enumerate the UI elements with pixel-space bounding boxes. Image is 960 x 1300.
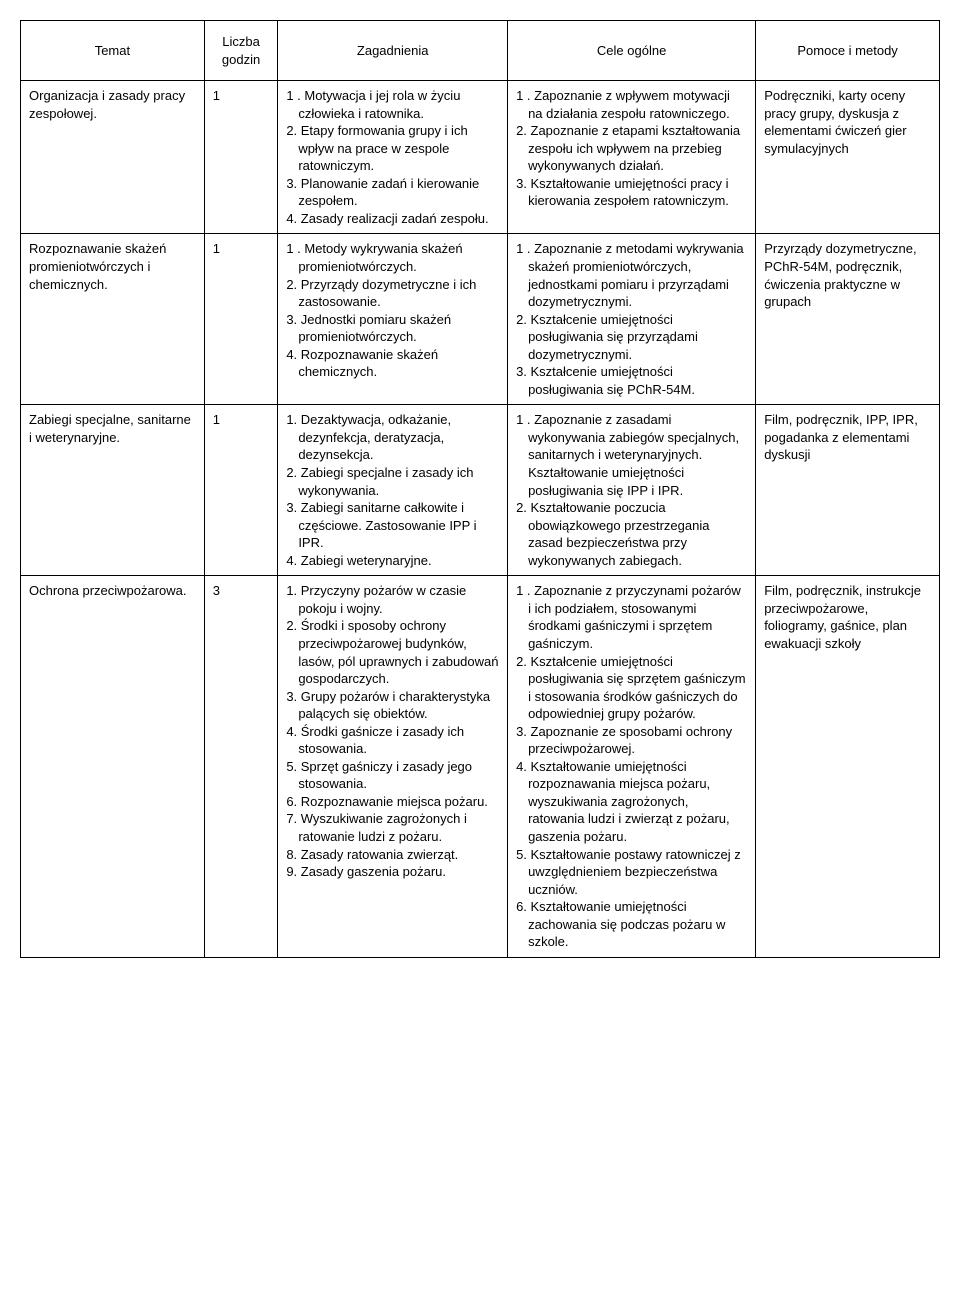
list-item: 3. Zabiegi sanitarne całkowite i częścio… xyxy=(286,499,499,552)
cell-liczba: 1 xyxy=(204,405,278,576)
table-row: Ochrona przeciwpożarowa.31. Przyczyny po… xyxy=(21,576,940,957)
cell-cele: 1 . Zapoznanie z wpływem motywacji na dz… xyxy=(508,81,756,234)
header-row: Temat Liczba godzin Zagadnienia Cele ogó… xyxy=(21,21,940,81)
list-item: 2. Środki i sposoby ochrony przeciwpożar… xyxy=(286,617,499,687)
cell-temat: Rozpoznawanie skażeń promieniotwórczych … xyxy=(21,234,205,405)
list-item: 1 . Metody wykrywania skażeń promieniotw… xyxy=(286,240,499,275)
cell-zagadnienia: 1 . Metody wykrywania skażeń promieniotw… xyxy=(278,234,508,405)
table-body: Organizacja i zasady pracy zespołowej.11… xyxy=(21,81,940,958)
table-row: Organizacja i zasady pracy zespołowej.11… xyxy=(21,81,940,234)
list-item: 2. Przyrządy dozymetryczne i ich zastoso… xyxy=(286,276,499,311)
list-item: 1. Przyczyny pożarów w czasie pokoju i w… xyxy=(286,582,499,617)
list-item: 2. Kształtowanie poczucia obowiązkowego … xyxy=(516,499,747,569)
cell-pomoce: Przyrządy dozymetryczne, PChR-54M, podrę… xyxy=(756,234,940,405)
list-item: 3. Grupy pożarów i charakterystyka paląc… xyxy=(286,688,499,723)
list-item: 2. Kształcenie umiejętności posługiwania… xyxy=(516,653,747,723)
list-item: 5. Kształtowanie postawy ratowniczej z u… xyxy=(516,846,747,899)
list-item: 1 . Motywacja i jej rola w życiu człowie… xyxy=(286,87,499,122)
table-row: Rozpoznawanie skażeń promieniotwórczych … xyxy=(21,234,940,405)
list-item: 8. Zasady ratowania zwierząt. xyxy=(286,846,499,864)
header-zagadnienia: Zagadnienia xyxy=(278,21,508,81)
list-item: 4. Rozpoznawanie skażeń chemicznych. xyxy=(286,346,499,381)
list-item: 3. Kształtowanie umiejętności pracy i ki… xyxy=(516,175,747,210)
cell-pomoce: Film, podręcznik, IPP, IPR, pogadanka z … xyxy=(756,405,940,576)
header-liczba: Liczba godzin xyxy=(204,21,278,81)
cell-liczba: 1 xyxy=(204,81,278,234)
list-item: 1. Dezaktywacja, odkażanie, dezynfekcja,… xyxy=(286,411,499,464)
header-pomoce: Pomoce i metody xyxy=(756,21,940,81)
cell-cele: 1 . Zapoznanie z przyczynami pożarów i i… xyxy=(508,576,756,957)
cell-pomoce: Film, podręcznik, instrukcje przeciwpoża… xyxy=(756,576,940,957)
header-temat: Temat xyxy=(21,21,205,81)
table-row: Zabiegi specjalne, sanitarne i weterynar… xyxy=(21,405,940,576)
list-item: 6. Kształtowanie umiejętności zachowania… xyxy=(516,898,747,951)
list-item: 2. Zabiegi specjalne i zasady ich wykony… xyxy=(286,464,499,499)
cell-temat: Organizacja i zasady pracy zespołowej. xyxy=(21,81,205,234)
list-item: 4. Zabiegi weterynaryjne. xyxy=(286,552,499,570)
curriculum-table: Temat Liczba godzin Zagadnienia Cele ogó… xyxy=(20,20,940,958)
cell-zagadnienia: 1 . Motywacja i jej rola w życiu człowie… xyxy=(278,81,508,234)
list-item: 2. Etapy formowania grupy i ich wpływ na… xyxy=(286,122,499,175)
cell-temat: Zabiegi specjalne, sanitarne i weterynar… xyxy=(21,405,205,576)
list-item: 2. Kształcenie umiejętności posługiwania… xyxy=(516,311,747,364)
list-item: 3. Kształcenie umiejętności posługiwania… xyxy=(516,363,747,398)
header-cele: Cele ogólne xyxy=(508,21,756,81)
list-item: 2. Zapoznanie z etapami kształtowania ze… xyxy=(516,122,747,175)
list-item: 3. Zapoznanie ze sposobami ochrony przec… xyxy=(516,723,747,758)
list-item: 5. Sprzęt gaśniczy i zasady jego stosowa… xyxy=(286,758,499,793)
cell-liczba: 3 xyxy=(204,576,278,957)
list-item: 4. Środki gaśnicze i zasady ich stosowan… xyxy=(286,723,499,758)
cell-temat: Ochrona przeciwpożarowa. xyxy=(21,576,205,957)
list-item: 1 . Zapoznanie z przyczynami pożarów i i… xyxy=(516,582,747,652)
list-item: 4. Kształtowanie umiejętności rozpoznawa… xyxy=(516,758,747,846)
list-item: 1 . Zapoznanie z zasadami wykonywania za… xyxy=(516,411,747,499)
list-item: 3. Jednostki pomiaru skażeń promieniotwó… xyxy=(286,311,499,346)
cell-cele: 1 . Zapoznanie z zasadami wykonywania za… xyxy=(508,405,756,576)
list-item: 9. Zasady gaszenia pożaru. xyxy=(286,863,499,881)
cell-zagadnienia: 1. Dezaktywacja, odkażanie, dezynfekcja,… xyxy=(278,405,508,576)
cell-liczba: 1 xyxy=(204,234,278,405)
cell-cele: 1 . Zapoznanie z metodami wykrywania ska… xyxy=(508,234,756,405)
list-item: 3. Planowanie zadań i kierowanie zespołe… xyxy=(286,175,499,210)
list-item: 1 . Zapoznanie z wpływem motywacji na dz… xyxy=(516,87,747,122)
cell-zagadnienia: 1. Przyczyny pożarów w czasie pokoju i w… xyxy=(278,576,508,957)
list-item: 4. Zasady realizacji zadań zespołu. xyxy=(286,210,499,228)
list-item: 6. Rozpoznawanie miejsca pożaru. xyxy=(286,793,499,811)
list-item: 7. Wyszukiwanie zagrożonych i ratowanie … xyxy=(286,810,499,845)
list-item: 1 . Zapoznanie z metodami wykrywania ska… xyxy=(516,240,747,310)
cell-pomoce: Podręczniki, karty oceny pracy grupy, dy… xyxy=(756,81,940,234)
